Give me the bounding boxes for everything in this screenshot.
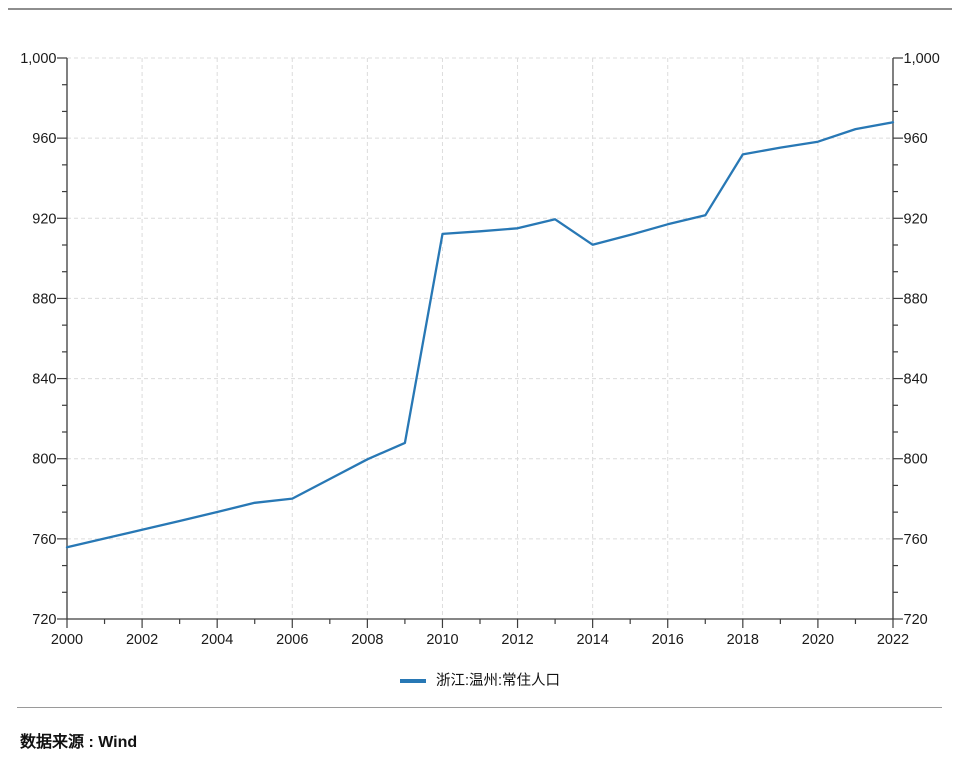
y-tick-label-right: 920 [904,211,928,227]
y-tick-label-left: 840 [32,372,56,388]
x-tick-label: 2018 [727,632,759,648]
y-tick-label-right: 800 [904,452,928,468]
y-tick-label-right: 720 [904,612,928,628]
y-tick-label-left: 760 [32,532,56,548]
y-tick-label-left: 720 [32,612,56,628]
axes [66,58,894,620]
top-divider [8,8,952,10]
y-tick-label-left: 880 [32,291,56,307]
y-tick-label-left: 800 [32,452,56,468]
legend-line-swatch [399,679,426,683]
y-tick-label-right: 880 [904,291,928,307]
x-tick-label: 2020 [802,632,834,648]
x-tick-label: 2016 [652,632,684,648]
legend: 浙江:温州:常住人口 [0,672,960,690]
y-tick-label-left: 960 [32,131,56,147]
x-tick-label: 2004 [201,632,233,648]
x-tick-label: 2010 [426,632,458,648]
y-tick-label-right: 960 [904,131,928,147]
tick-labels: 720 720 760 760 800 800 840 840 880 880 920 920 960 9… [20,51,940,648]
legend-series-label: 浙江:温州:常住人口 [435,673,561,689]
data-source-note: 数据来源 : Wind [20,734,138,751]
x-tick-label: 2012 [501,632,533,648]
x-tick-label: 2000 [51,632,83,648]
y-tick-label-right: 760 [904,532,928,548]
x-tick-label: 2022 [877,632,909,648]
x-tick-label: 2008 [351,632,383,648]
footer-divider [17,707,942,708]
gridlines [67,57,893,619]
x-tick-label: 2014 [577,632,609,648]
y-tick-label-right: 840 [904,372,928,388]
x-tick-label: 2002 [126,632,158,648]
x-tick-label: 2006 [276,632,308,648]
y-tick-label-left: 920 [32,211,56,227]
series-line-wenzhou-resident-population [65,121,895,549]
population-line-chart: 720 720 760 760 800 800 840 840 880 880 920 920 960 9… [20,51,940,648]
y-tick-label-right: 1,000 [904,51,940,67]
y-tick-label-left: 1,000 [20,51,56,67]
tick-marks [57,57,903,628]
